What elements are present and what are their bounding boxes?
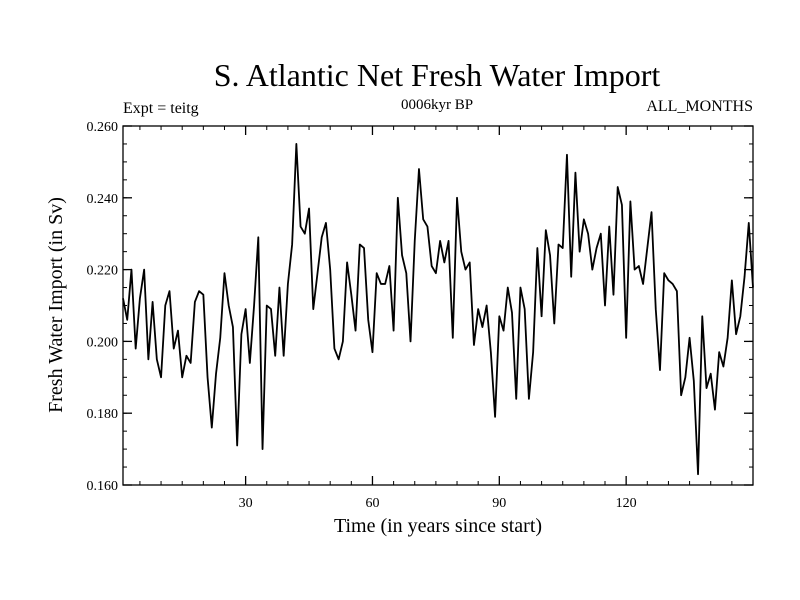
y-tick-label: 0.200 <box>87 335 119 350</box>
y-tick-label: 0.220 <box>87 264 119 279</box>
y-axis-label: Fresh Water Import (in Sv) <box>45 197 67 413</box>
chart-subtitle: 0006kyr BP <box>401 97 473 113</box>
plot-area: 0.160 0.180 0.200 0.220 0.240 0.260 30 60 90 120 <box>87 120 754 511</box>
x-tick-label: 60 <box>365 496 379 511</box>
plot-frame <box>122 125 754 486</box>
x-tick-label: 90 <box>492 496 506 511</box>
chart-title: S. Atlantic Net Fresh Water Import <box>214 57 661 93</box>
y-tick-label: 0.180 <box>87 407 119 422</box>
y-tick-label: 0.160 <box>87 479 119 494</box>
x-tick-label: 30 <box>239 496 253 511</box>
x-tick-label: 120 <box>616 496 637 511</box>
months-label: ALL_MONTHS <box>646 98 753 115</box>
experiment-label: Expt = teitg <box>123 100 199 117</box>
y-tick-label: 0.240 <box>87 192 119 207</box>
series-line <box>122 143 754 476</box>
y-tick-label: 0.260 <box>87 120 119 135</box>
x-axis-label: Time (in years since start) <box>334 515 542 537</box>
